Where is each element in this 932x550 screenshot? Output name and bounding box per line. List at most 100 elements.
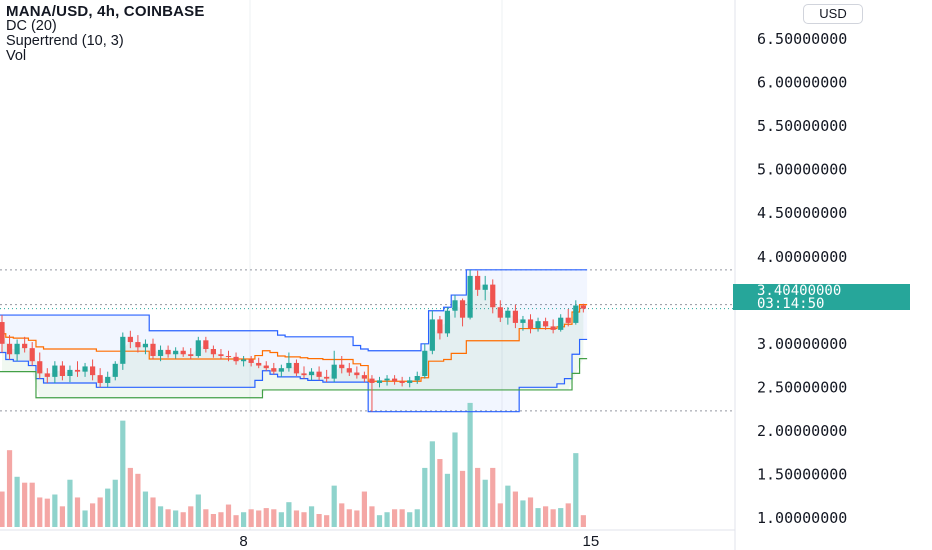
candle-body	[550, 326, 556, 330]
indicator-lines	[0, 269, 588, 413]
volume-bar	[195, 494, 201, 527]
candle-body	[437, 319, 443, 334]
candle-body	[0, 322, 5, 344]
volume-bar	[218, 512, 224, 527]
candle-body	[399, 381, 405, 383]
volume-bar	[52, 494, 58, 527]
volume-bar	[392, 509, 398, 527]
volume-bar	[241, 512, 247, 527]
candle-body	[346, 368, 352, 373]
volume-bar	[497, 503, 503, 527]
volume-bar	[90, 503, 96, 527]
candle-body	[339, 364, 345, 369]
volume-bar	[467, 402, 473, 527]
candle-body	[316, 371, 322, 377]
volume-bar	[37, 497, 43, 527]
candle-body	[14, 343, 20, 355]
candle-body	[97, 375, 103, 383]
volume-bar	[29, 482, 35, 527]
supertrend-indicator-label[interactable]: Supertrend (10, 3)	[6, 33, 124, 49]
dc-indicator-label[interactable]: DC (20)	[6, 18, 57, 34]
candle-body	[37, 361, 43, 374]
volume-bar	[482, 479, 488, 527]
candle-body	[82, 366, 88, 372]
candle-body	[482, 284, 488, 290]
volume-bar	[565, 503, 571, 527]
price-tick-label: 5.50000000	[757, 117, 847, 135]
volume-bar	[452, 432, 458, 527]
volume-bar	[180, 512, 186, 527]
volume-bar	[44, 498, 50, 527]
volume-bar	[580, 515, 586, 527]
volume-bar	[112, 479, 118, 527]
volume-bar	[354, 510, 360, 527]
volume-bar	[271, 509, 277, 527]
dashed-levels	[0, 269, 735, 412]
volume-bar	[82, 510, 88, 527]
candle-body	[218, 354, 224, 356]
volume-bar	[308, 506, 315, 527]
candle-body	[52, 365, 58, 377]
candle-body	[210, 349, 216, 355]
symbol-title[interactable]: MANA/USD, 4h, COINBASE	[6, 3, 205, 20]
candle-body	[188, 354, 194, 356]
volume-bar	[339, 503, 345, 527]
volume-bars	[0, 402, 586, 527]
volume-indicator-label[interactable]: Vol	[6, 48, 27, 64]
candle-body	[150, 343, 156, 356]
candle-body	[67, 369, 73, 376]
candle-body	[142, 343, 149, 348]
candle-body	[354, 372, 360, 376]
volume-bar	[475, 467, 481, 527]
candle-body	[452, 300, 458, 311]
price-tick-label: 2.50000000	[757, 378, 847, 396]
candle-body	[293, 362, 300, 374]
price-tick-label: 1.50000000	[757, 465, 847, 483]
candle-body	[203, 340, 209, 350]
volume-bar	[278, 512, 284, 527]
bar-countdown: 03:14:50	[757, 295, 825, 312]
last-price-value: 3.40400000	[757, 283, 842, 299]
candle-body	[497, 307, 503, 318]
price-tick-label: 4.50000000	[757, 204, 847, 222]
volume-bar	[573, 453, 579, 527]
time-tick-label: 15	[583, 533, 600, 550]
candle-body	[580, 305, 586, 309]
volume-bar	[248, 509, 254, 527]
candle-body	[195, 340, 201, 356]
price-tick-label: 5.00000000	[757, 161, 847, 179]
time-axis: 8 15	[239, 533, 599, 550]
candle-body	[225, 355, 232, 357]
candle-body	[505, 310, 511, 318]
time-tick-label: 8	[239, 533, 247, 550]
volume-bar	[188, 506, 194, 527]
volume-bar	[173, 510, 179, 527]
volume-bar	[165, 509, 171, 527]
volume-bar	[120, 420, 126, 527]
candle-body	[573, 305, 579, 323]
candle-body	[22, 343, 28, 349]
candle-body	[248, 359, 254, 363]
volume-bar	[324, 515, 330, 527]
candlesticks	[0, 269, 586, 412]
volume-bar	[331, 485, 337, 527]
candle-body	[271, 368, 277, 372]
volume-bar	[22, 482, 28, 527]
candle-body	[256, 362, 262, 366]
volume-bar	[444, 473, 451, 527]
candle-body	[392, 378, 398, 382]
volume-bar	[407, 512, 413, 527]
chart-legend: MANA/USD, 4h, COINBASE DC (20) Supertren…	[6, 4, 205, 64]
volume-bar	[384, 512, 390, 527]
candle-body	[475, 275, 481, 290]
volume-bar	[142, 491, 149, 527]
candle-body	[558, 317, 564, 330]
currency-button[interactable]: USD	[803, 4, 863, 24]
volume-bar	[233, 515, 239, 527]
volume-bar	[505, 485, 511, 527]
candle-body	[422, 350, 428, 376]
volume-bar	[437, 459, 443, 527]
volume-bar	[558, 508, 564, 527]
volume-bar	[263, 508, 269, 527]
